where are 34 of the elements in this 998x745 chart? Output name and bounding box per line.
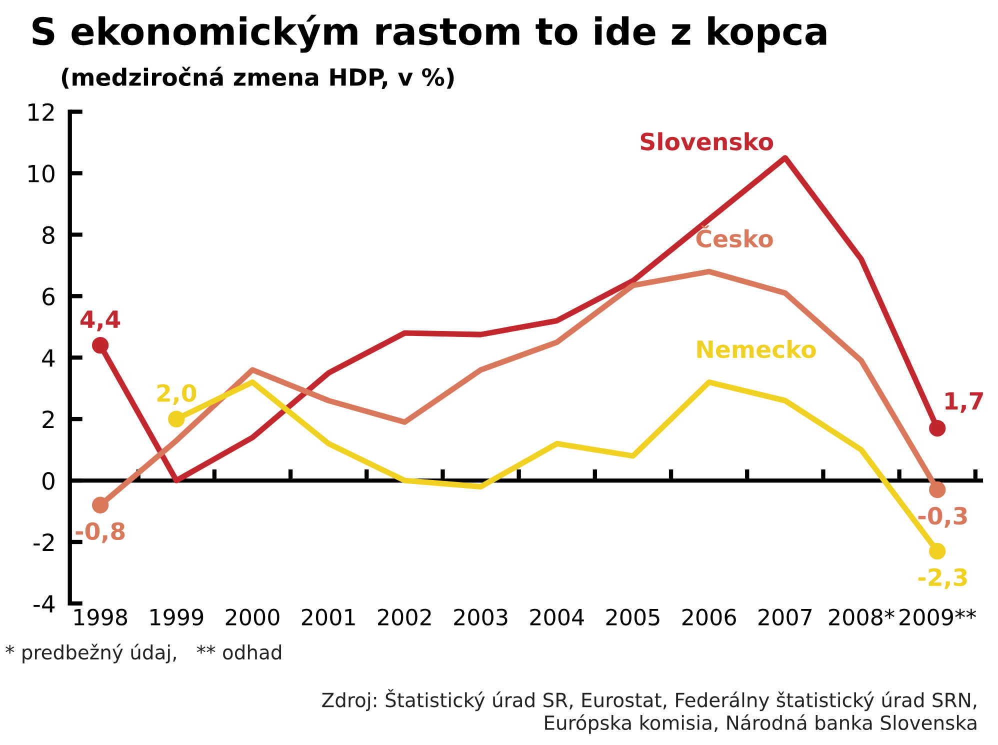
y-tick-label: 12 <box>28 103 54 121</box>
x-tick-label: 2002 <box>378 608 431 626</box>
data-label: 2,0 <box>157 384 196 406</box>
series-label: Slovensko <box>640 132 774 150</box>
x-tick-label: 2001 <box>302 608 355 626</box>
x-tick-label: 2003 <box>454 608 508 626</box>
text: Zdroj: Štatistický úrad SR, Eurostat, Federálny štatistický úrad SRN, Európska komisia, Národná banka Slovenska <box>322 689 976 734</box>
series-label: Česko <box>696 225 773 248</box>
data-label: 4,4 <box>80 310 120 332</box>
data-label: 1,7 <box>946 392 983 413</box>
y-tick-label: 4 <box>42 349 55 367</box>
x-tick-label: 2006 <box>682 608 736 626</box>
x-tick-label: 2009** <box>900 608 976 626</box>
y-tick-label: 10 <box>28 164 54 183</box>
y-tick-label: 0 <box>42 472 54 490</box>
y-tick-label: -4 <box>34 595 55 612</box>
y-tick-label: 6 <box>42 288 54 306</box>
data-label: -0,8 <box>76 522 125 544</box>
data-label: -0,3 <box>918 506 967 528</box>
y-tick-label: 2 <box>42 410 54 428</box>
x-tick-label: 2008* <box>829 608 894 626</box>
x-tick-label: 1999 <box>150 608 204 626</box>
chart-subtitle: (medziročná zmena HDP, v %) <box>62 66 454 90</box>
text: * predbežný údaj, ** odhad <box>6 644 282 664</box>
series-label: Nemecko <box>697 340 816 358</box>
x-tick-label: 2004 <box>530 608 584 626</box>
x-tick-label: 2000 <box>226 608 280 626</box>
y-tick-label: -2 <box>34 533 54 551</box>
x-tick-label: 2007 <box>758 608 812 626</box>
x-tick-label: 2005 <box>606 608 660 626</box>
data-label: -2,3 <box>918 568 967 590</box>
chart-title: S ekonomickým rastom to ide z kopca <box>32 14 826 53</box>
x-tick-label: 1998 <box>74 608 128 626</box>
y-tick-label: 8 <box>42 226 54 244</box>
